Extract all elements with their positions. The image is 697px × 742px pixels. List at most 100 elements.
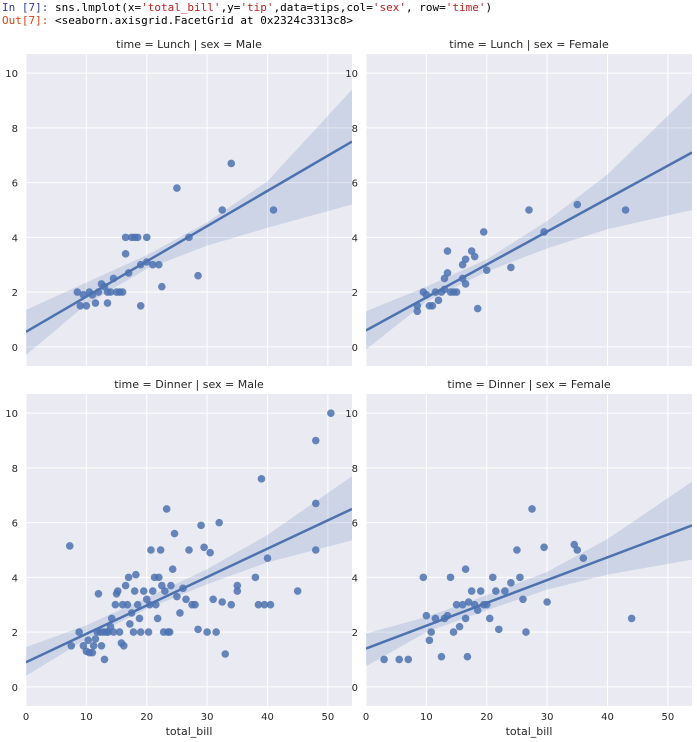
- scatter-point: [148, 260, 157, 269]
- scatter-point: [103, 299, 112, 307]
- scatter-point: [162, 505, 171, 513]
- facet-title: time = Dinner | sex = Male: [114, 378, 264, 391]
- scatter-point: [126, 620, 134, 628]
- facet-title: time = Dinner | sex = Female: [447, 378, 611, 391]
- y-tick-label: 4: [12, 233, 18, 244]
- scatter-point: [627, 614, 636, 623]
- scatter-point: [139, 587, 148, 595]
- scatter-point: [100, 655, 109, 664]
- scatter-point: [203, 628, 211, 636]
- scatter-point: [573, 200, 582, 209]
- facet-panel: time = Dinner | sex = Female 0 2 4 6 8 10 0 10 20…: [345, 378, 692, 738]
- code-token: ,data=tips,col=: [273, 1, 373, 14]
- code-token: sns.lmplot(x=: [54, 1, 142, 14]
- scatter-point: [311, 436, 320, 445]
- scatter-point: [153, 614, 162, 623]
- scatter-point: [455, 622, 464, 631]
- scatter-point: [194, 625, 202, 634]
- x-tick-label: 30: [541, 712, 554, 723]
- scatter-point: [227, 600, 236, 609]
- scatter-point: [130, 587, 139, 595]
- code-string: 'total_bill': [141, 1, 221, 14]
- x-tick-label: 40: [261, 712, 274, 723]
- scatter-point: [491, 587, 500, 595]
- code-text: sns.lmplot(x='total_bill',y='tip',data=t…: [55, 1, 492, 14]
- scatter-point: [123, 600, 132, 609]
- y-tick-label: 6: [352, 179, 358, 190]
- y-tick-label: 0: [352, 343, 358, 354]
- scatter-point: [120, 641, 128, 650]
- y-tick-label: 2: [352, 288, 358, 299]
- scatter-point: [452, 288, 461, 296]
- scatter-point: [109, 628, 118, 636]
- scatter-point: [467, 587, 476, 595]
- facet-title: time = Lunch | sex = Female: [449, 38, 609, 51]
- scatter-point: [185, 546, 193, 554]
- scatter-point: [65, 542, 74, 550]
- scatter-point: [458, 600, 467, 609]
- scatter-point: [142, 233, 151, 242]
- scatter-point: [144, 628, 153, 636]
- plot-area: [366, 92, 692, 350]
- scatter-point: [413, 307, 422, 316]
- scatter-point: [266, 600, 275, 609]
- regression-line: [366, 151, 692, 332]
- facet-title: time = Lunch | sex = Male: [116, 38, 262, 51]
- scatter-point: [463, 652, 472, 661]
- scatter-point: [227, 159, 236, 168]
- code-token: , row=: [406, 1, 446, 14]
- plot-area: [26, 89, 352, 356]
- y-tick-label: 0: [12, 683, 18, 694]
- scatter-point: [452, 600, 461, 609]
- scatter-point: [113, 587, 122, 595]
- scatter-point: [428, 301, 437, 310]
- y-tick-label: 4: [352, 573, 358, 584]
- scatter-point: [449, 628, 458, 636]
- y-tick-label: 8: [12, 464, 18, 475]
- x-tick-label: 20: [140, 712, 153, 723]
- scatter-point: [111, 600, 120, 609]
- scatter-point: [67, 641, 76, 650]
- x-tick-label: 50: [321, 712, 334, 723]
- scatter-point: [260, 600, 269, 609]
- y-tick-label: 8: [352, 124, 358, 135]
- y-tick-label: 10: [345, 409, 358, 420]
- x-tick-label: 10: [80, 712, 93, 723]
- facet-panel: time = Lunch | sex = Female 0 2 4 6 8 10: [345, 38, 692, 366]
- scatter-point: [293, 587, 302, 595]
- scatter-point: [212, 628, 220, 636]
- scatter-point: [73, 288, 82, 296]
- y-tick-label: 8: [12, 124, 18, 135]
- scatter-point: [269, 206, 278, 214]
- scatter-point: [82, 301, 91, 310]
- x-axis-label: total_bill: [506, 725, 553, 738]
- x-tick-label: 40: [601, 712, 614, 723]
- y-tick-label: 0: [12, 343, 18, 354]
- facet-panel: time = Dinner | sex = Male 0 2 4 6 8 10 0 10 20 30…: [5, 378, 352, 738]
- scatter-point: [476, 587, 485, 595]
- y-tick-label: 2: [352, 628, 358, 639]
- scatter-point: [263, 554, 272, 563]
- regression-line: [26, 507, 352, 664]
- scatter-point: [135, 614, 144, 623]
- output-text: <seaborn.axisgrid.FacetGrid at 0x2324c33…: [54, 14, 353, 27]
- y-tick-label: 10: [345, 69, 358, 80]
- regression-line: [366, 524, 692, 650]
- y-tick-label: 2: [12, 288, 18, 299]
- scatter-point: [218, 206, 227, 214]
- scatter-point: [221, 650, 230, 658]
- scatter-point: [194, 271, 202, 280]
- scatter-point: [106, 288, 115, 296]
- scatter-point: [257, 475, 266, 483]
- scatter-point: [182, 595, 190, 604]
- scatter-point: [404, 655, 413, 664]
- scatter-point: [91, 635, 100, 643]
- scatter-point: [446, 573, 455, 582]
- scatter-point: [427, 628, 436, 636]
- scatter-point: [525, 206, 533, 214]
- scatter-point: [200, 543, 208, 552]
- scatter-point: [540, 543, 548, 552]
- scatter-point: [115, 628, 124, 636]
- scatter-point: [118, 288, 127, 296]
- scatter-point: [513, 546, 521, 554]
